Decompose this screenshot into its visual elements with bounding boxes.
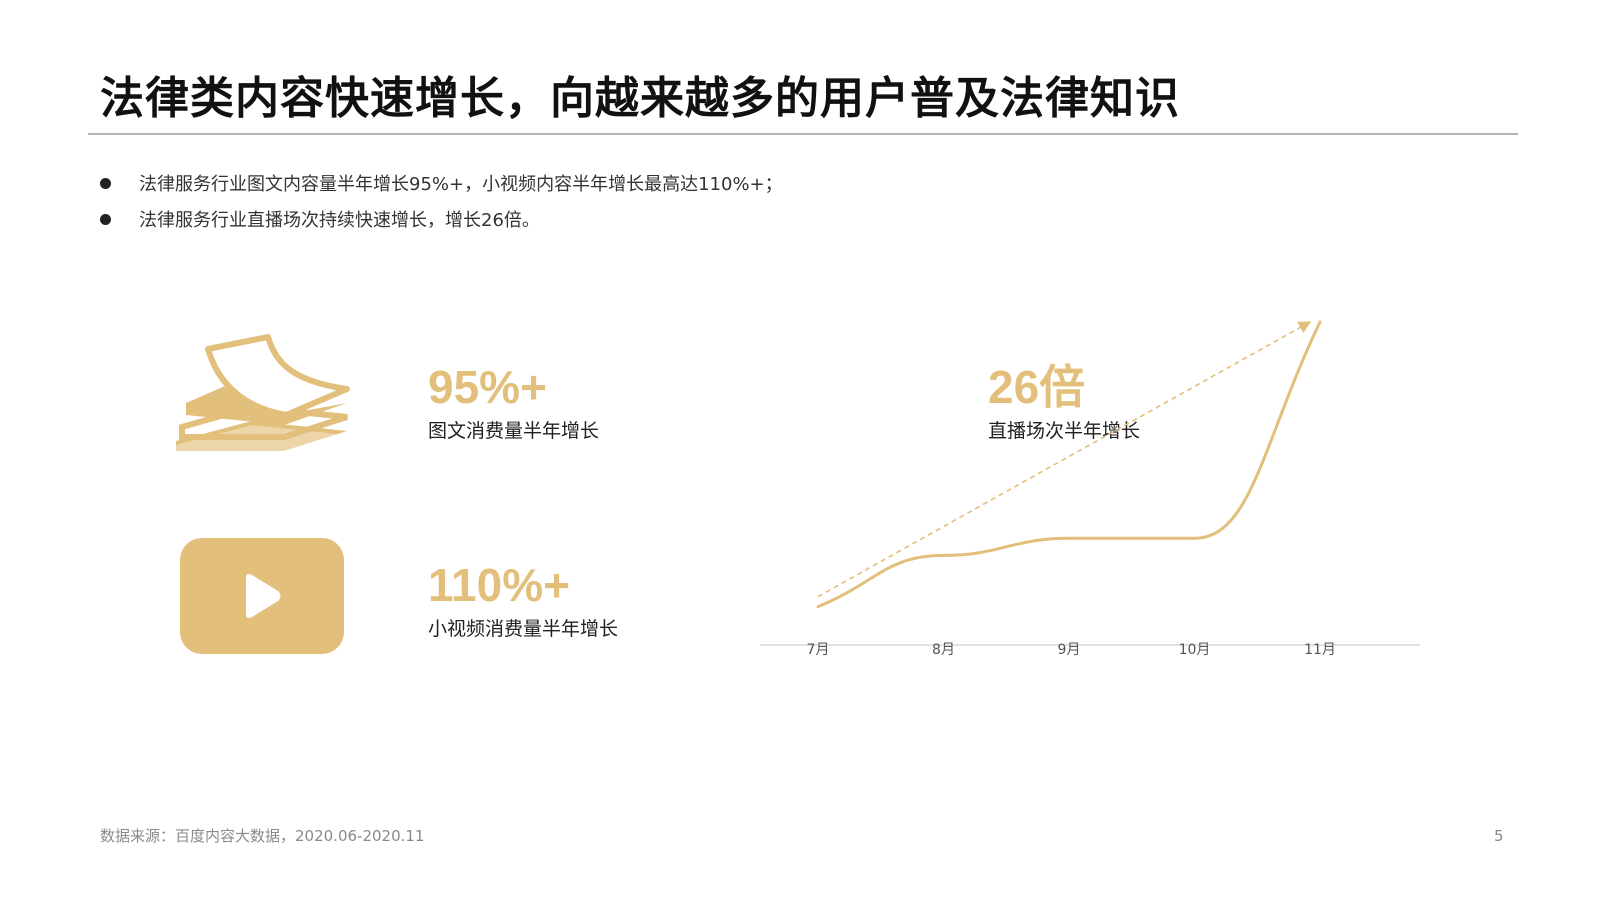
video-play-icon: [180, 538, 344, 654]
bullet-list: 法律服务行业图文内容量半年增长95%+，小视频内容半年增长最高达110%+； 法…: [100, 165, 783, 237]
bullet-text: 法律服务行业图文内容量半年增长95%+，小视频内容半年增长最高达110%+；: [139, 174, 783, 195]
page-title: 法律类内容快速增长，向越来越多的用户普及法律知识: [100, 73, 1180, 124]
stat-value: 26倍: [988, 361, 1086, 413]
page-number: 5: [1494, 827, 1504, 845]
stat-image-text: 95%+ 图文消费量半年增长: [428, 362, 599, 443]
x-tick-label: 8月: [932, 642, 955, 658]
stat-live: 26倍 直播场次半年增长: [988, 362, 1140, 443]
bullet-dot-icon: [100, 177, 111, 189]
series-line: [816, 320, 1322, 609]
stat-short-video: 110%+ 小视频消费量半年增长: [428, 560, 618, 641]
bullet-dot-icon: [100, 213, 111, 225]
source-note: 数据来源：百度内容大数据，2020.06-2020.11: [100, 827, 425, 845]
trend-arrow: [817, 321, 1312, 598]
stat-label: 图文消费量半年增长: [428, 420, 600, 442]
x-tick-label: 7月: [807, 642, 830, 658]
title-divider: [88, 133, 1518, 135]
stat-label: 小视频消费量半年增长: [428, 618, 619, 640]
bullet-item: 法律服务行业直播场次持续快速增长，增长26倍。: [100, 201, 783, 237]
stat-value: 95%+: [428, 361, 547, 413]
stat-value: 110%+: [428, 559, 570, 611]
bullet-item: 法律服务行业图文内容量半年增长95%+，小视频内容半年增长最高达110%+；: [100, 165, 783, 201]
bullet-text: 法律服务行业直播场次持续快速增长，增长26倍。: [139, 210, 540, 231]
x-tick-label: 11月: [1304, 642, 1336, 658]
x-tick-label: 10月: [1179, 642, 1211, 658]
live-growth-chart: 7月 8月 9月 10月 11月: [760, 320, 1420, 658]
x-tick-labels: 7月 8月 9月 10月 11月: [807, 642, 1336, 658]
stat-label: 直播场次半年增长: [988, 420, 1141, 442]
x-tick-label: 9月: [1058, 642, 1081, 658]
document-stack-icon: [176, 334, 350, 455]
